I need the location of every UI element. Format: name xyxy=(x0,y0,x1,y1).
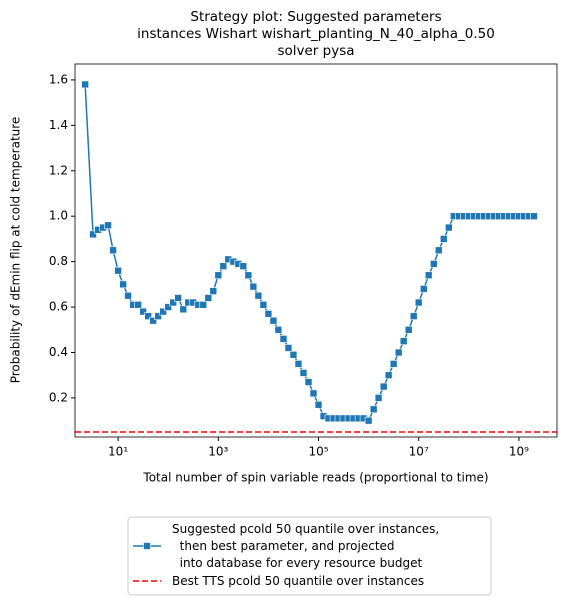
marker xyxy=(114,266,122,275)
marker xyxy=(174,294,182,302)
marker xyxy=(214,271,223,280)
marker xyxy=(109,246,117,255)
chart-title: solver pysa xyxy=(277,43,354,59)
marker xyxy=(409,312,418,320)
marker xyxy=(399,337,408,345)
marker xyxy=(394,348,403,357)
x-tick-label: 10¹ xyxy=(108,445,128,459)
legend-label-line: Best TTS pcold 50 quantile over instance… xyxy=(172,574,424,588)
x-tick-label: 10³ xyxy=(208,445,228,459)
plot-frame xyxy=(74,63,558,438)
marker xyxy=(269,316,278,325)
marker xyxy=(219,262,228,270)
marker xyxy=(89,230,97,239)
marker xyxy=(424,271,433,280)
series-line xyxy=(84,84,535,422)
marker xyxy=(144,312,152,320)
marker xyxy=(179,305,188,314)
y-tick-label: 0.6 xyxy=(49,300,68,314)
chart-title: Strategy plot: Suggested parameters xyxy=(190,9,441,25)
y-tick-label: 1.2 xyxy=(49,163,68,177)
marker xyxy=(249,282,258,291)
marker xyxy=(389,360,398,368)
y-tick-label: 0.4 xyxy=(49,345,68,359)
marker xyxy=(294,360,303,368)
legend-label: Suggested pcold 50 quantile over instanc… xyxy=(172,522,439,570)
marker xyxy=(104,221,112,230)
marker xyxy=(309,389,318,398)
marker xyxy=(419,285,428,293)
marker xyxy=(304,378,313,386)
marker xyxy=(169,298,178,307)
marker xyxy=(204,294,213,302)
marker xyxy=(314,400,323,409)
marker xyxy=(364,416,373,425)
x-axis-label: Total number of spin variable reads (pro… xyxy=(142,471,488,485)
x-tick-label: 10⁵ xyxy=(308,445,328,459)
marker xyxy=(264,310,273,318)
marker xyxy=(209,287,218,295)
chart-title: instances Wishart wishart_planting_N_40_… xyxy=(137,26,495,42)
marker xyxy=(430,260,438,268)
marker xyxy=(119,280,127,289)
marker xyxy=(369,405,378,414)
marker xyxy=(284,344,293,352)
legend-label-line: Suggested pcold 50 quantile over instanc… xyxy=(172,522,439,536)
marker xyxy=(244,271,253,280)
marker xyxy=(279,335,288,343)
marker xyxy=(239,262,248,270)
y-axis-label: Probability of dEmin flip at cold temper… xyxy=(9,117,23,384)
marker xyxy=(124,291,132,300)
marker xyxy=(434,246,443,255)
marker xyxy=(149,316,157,325)
marker xyxy=(384,371,393,380)
y-tick-label: 1.6 xyxy=(49,72,68,86)
y-tick-label: 1.0 xyxy=(49,209,68,223)
marker xyxy=(134,300,142,309)
marker xyxy=(81,80,89,89)
marker xyxy=(254,291,263,300)
marker xyxy=(439,235,448,243)
marker xyxy=(374,394,383,402)
legend-box xyxy=(127,516,492,596)
marker xyxy=(530,212,538,220)
marker xyxy=(274,325,283,334)
marker xyxy=(139,307,147,316)
marker xyxy=(289,350,298,359)
marker xyxy=(164,303,173,311)
marker xyxy=(404,325,413,334)
x-tick-label: 10⁹ xyxy=(509,445,529,459)
x-tick-label: 10⁷ xyxy=(409,445,429,459)
marker xyxy=(379,382,388,391)
marker xyxy=(299,369,308,377)
marker xyxy=(444,223,453,232)
legend-label-line: into database for every resource budget xyxy=(172,556,422,570)
marker xyxy=(199,300,208,309)
y-tick-label: 0.2 xyxy=(49,390,68,404)
legend-label: Best TTS pcold 50 quantile over instance… xyxy=(172,574,424,588)
y-tick-label: 0.8 xyxy=(49,254,68,268)
legend-label-line: then best parameter, and projected xyxy=(172,539,395,553)
marker xyxy=(159,307,167,316)
marker xyxy=(259,300,268,309)
marker xyxy=(414,298,423,307)
legend-swatch xyxy=(143,542,151,550)
marker xyxy=(154,312,162,320)
y-tick-label: 1.4 xyxy=(49,118,68,132)
